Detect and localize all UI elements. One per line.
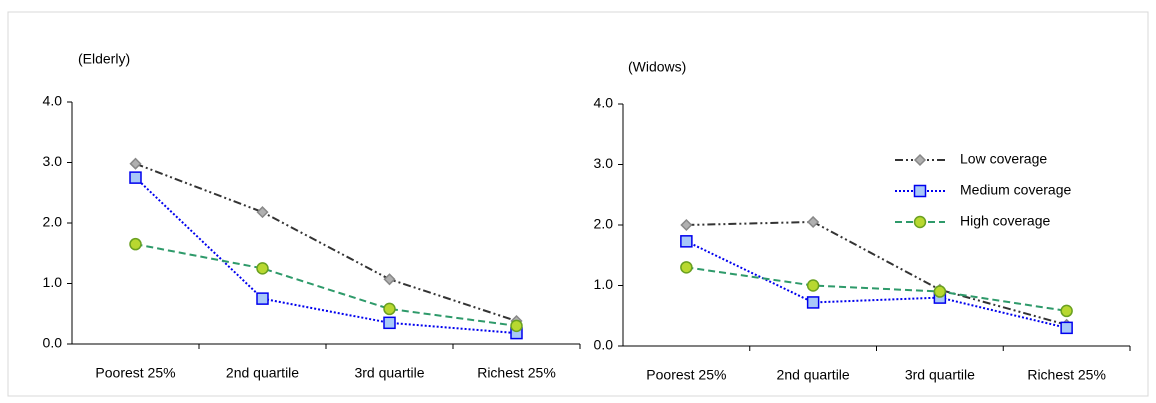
x-tick-label: Richest 25% bbox=[477, 365, 556, 381]
chart-title: (Widows) bbox=[628, 59, 686, 75]
y-tick-label: 2.0 bbox=[594, 216, 614, 232]
x-tick-label: Richest 25% bbox=[1027, 367, 1106, 383]
y-tick-label: 0.0 bbox=[594, 337, 614, 353]
marker bbox=[680, 235, 693, 248]
frame bbox=[7, 11, 1149, 397]
marker bbox=[680, 218, 693, 232]
chart-title: (Elderly) bbox=[78, 51, 130, 67]
x-tick-label: 2nd quartile bbox=[226, 365, 299, 381]
marker bbox=[383, 273, 396, 286]
marker bbox=[1060, 304, 1073, 318]
marker bbox=[806, 279, 820, 292]
marker bbox=[913, 153, 927, 167]
marker bbox=[1060, 321, 1073, 335]
marker bbox=[256, 292, 269, 305]
x-tick-label: 3rd quartile bbox=[354, 365, 424, 381]
marker bbox=[913, 215, 927, 229]
line bbox=[134, 176, 517, 335]
marker bbox=[383, 316, 396, 330]
y-tick-label: 0.0 bbox=[43, 335, 63, 351]
line bbox=[685, 240, 1067, 329]
y-tick-label: 2.0 bbox=[43, 214, 63, 230]
y-tick-label: 3.0 bbox=[594, 155, 614, 171]
y-tick-label: 3.0 bbox=[43, 153, 63, 169]
marker bbox=[383, 302, 396, 316]
marker bbox=[680, 261, 693, 274]
marker bbox=[129, 171, 142, 184]
marker bbox=[129, 237, 142, 251]
marker bbox=[807, 215, 820, 229]
legend-label: High coverage bbox=[960, 213, 1050, 229]
marker bbox=[256, 206, 269, 219]
x-tick-label: 3rd quartile bbox=[905, 367, 975, 383]
marker bbox=[913, 184, 927, 198]
y-tick-label: 4.0 bbox=[594, 95, 614, 111]
marker bbox=[806, 296, 820, 309]
marker bbox=[256, 262, 269, 275]
x-tick-label: Poorest 25% bbox=[646, 367, 726, 383]
marker bbox=[510, 319, 523, 333]
line bbox=[135, 162, 517, 322]
legend-label: Medium coverage bbox=[960, 182, 1071, 198]
legend-label: Low coverage bbox=[960, 151, 1047, 167]
x-tick-label: Poorest 25% bbox=[95, 365, 175, 381]
y-tick-label: 1.0 bbox=[43, 274, 63, 290]
y-tick-label: 4.0 bbox=[43, 93, 63, 109]
line bbox=[135, 243, 517, 327]
line bbox=[686, 220, 1067, 326]
marker bbox=[129, 157, 142, 170]
x-tick-label: 2nd quartile bbox=[777, 367, 850, 383]
marker bbox=[933, 285, 947, 298]
line bbox=[686, 266, 1067, 312]
y-tick-label: 1.0 bbox=[594, 276, 614, 292]
